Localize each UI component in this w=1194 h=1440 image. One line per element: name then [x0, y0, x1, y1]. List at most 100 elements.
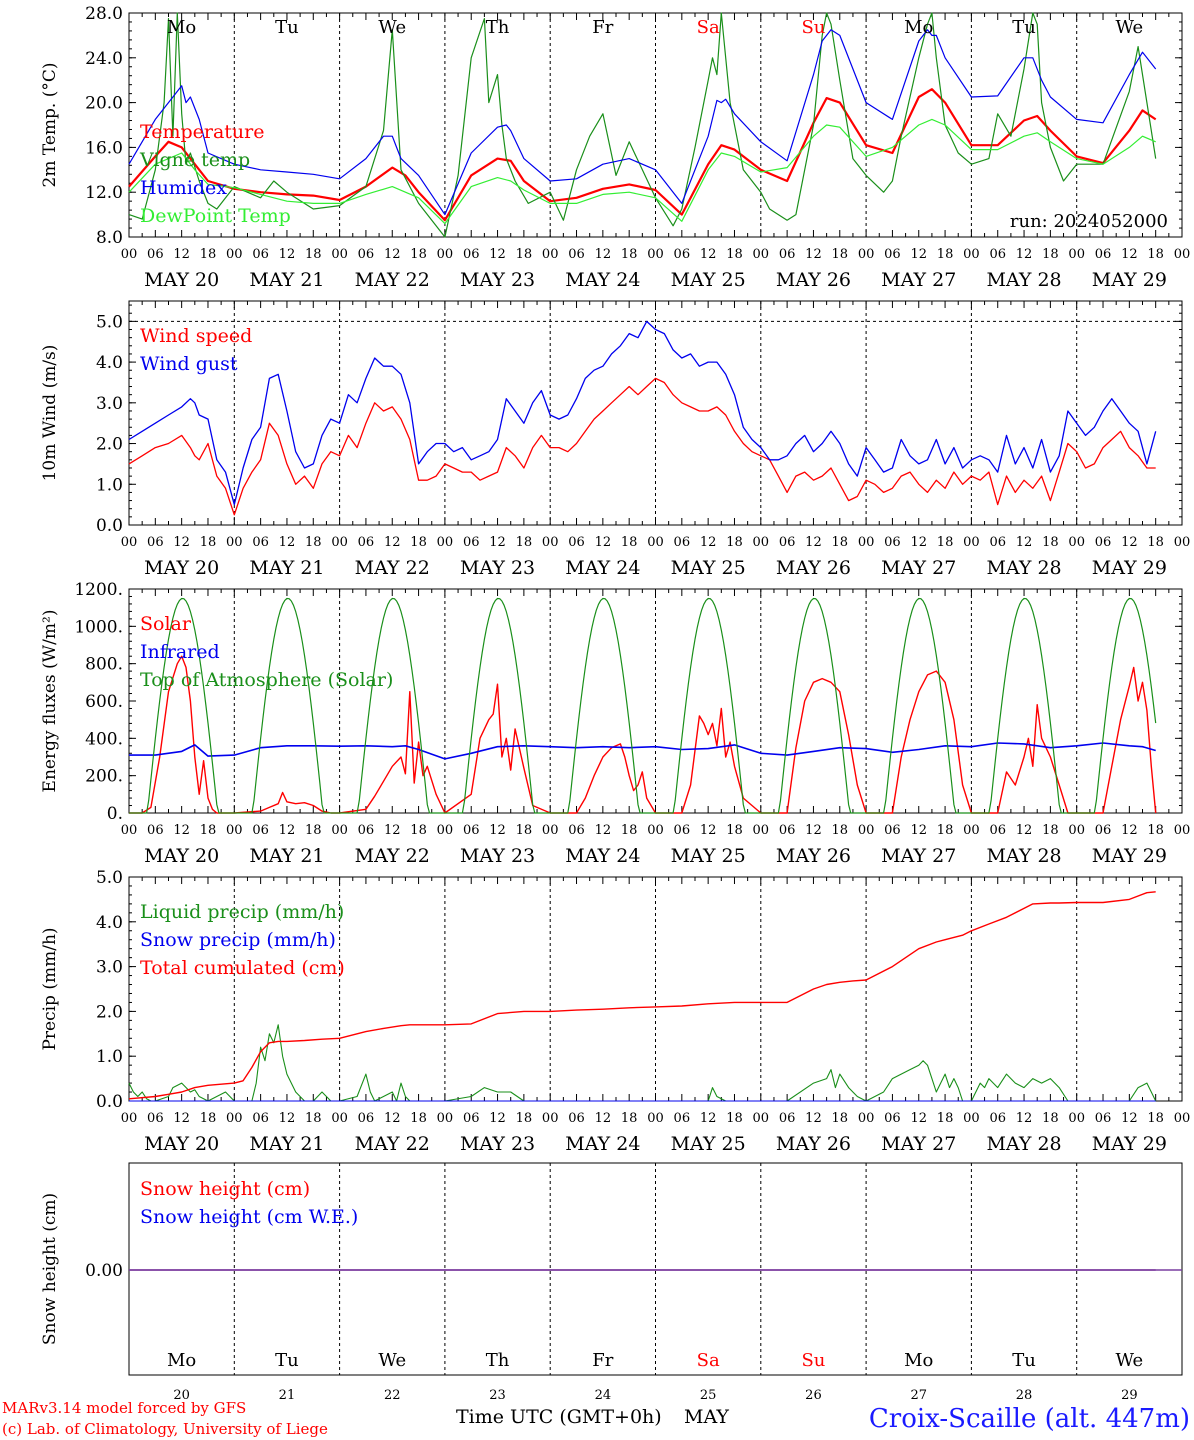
wind-legend-entry: Wind speed: [140, 325, 252, 347]
date-label: MAY 24: [565, 1133, 640, 1155]
day-number-label: 25: [700, 1388, 717, 1403]
hour-tick-label: 00: [647, 535, 664, 550]
hour-tick-label: 06: [779, 247, 796, 262]
hour-tick-label: 00: [1174, 823, 1191, 838]
day-abbr-label: Su: [801, 1350, 825, 1371]
hour-tick-label: 00: [753, 535, 770, 550]
date-label: MAY 29: [1092, 845, 1167, 867]
hour-tick-label: 06: [147, 535, 164, 550]
energy-panel: 0. 200. 400. 600. 800. 1000. 1200. Energy fluxe…: [40, 580, 1190, 867]
day-number-label: 29: [1121, 1388, 1138, 1403]
date-label: MAY 26: [776, 1133, 851, 1155]
day-number-label: 20: [173, 1388, 190, 1403]
credit-line-2: (c) Lab. of Climatology, University of L…: [2, 1420, 328, 1438]
hour-tick-label: 18: [621, 247, 638, 262]
hour-tick-label: 12: [805, 1111, 822, 1126]
hour-tick-label: 00: [542, 823, 559, 838]
hour-tick-label: 12: [805, 535, 822, 550]
hour-tick-label: 06: [568, 247, 585, 262]
y-tick-label: 3.0: [96, 958, 123, 978]
hour-tick-label: 06: [884, 1111, 901, 1126]
wind-series-1-line: [128, 320, 1157, 506]
hour-tick-label: 12: [489, 535, 506, 550]
hour-tick-label: 12: [279, 823, 296, 838]
run-label: run: 2024052000: [1010, 211, 1168, 232]
hour-tick-label: 00: [963, 1111, 980, 1126]
day-number-label: 24: [595, 1388, 612, 1403]
hour-tick-label: 00: [858, 1111, 875, 1126]
date-label: MAY 25: [671, 269, 746, 291]
hour-tick-label: 12: [489, 1111, 506, 1126]
y-tick-label: 0.0: [96, 1092, 123, 1112]
y-tick-label: 400.: [85, 729, 123, 749]
hour-tick-label: 12: [279, 1111, 296, 1126]
hour-tick-label: 12: [1121, 823, 1138, 838]
hour-tick-label: 18: [621, 535, 638, 550]
x-axis-time-label: Time UTC (GMT+0h): [456, 1406, 662, 1428]
precip-legend-entry: Liquid precip (mm/h): [140, 901, 344, 923]
date-label: MAY 29: [1092, 269, 1167, 291]
date-label: MAY 22: [355, 557, 430, 579]
date-label: MAY 28: [986, 1133, 1061, 1155]
hour-tick-label: 18: [1042, 1111, 1059, 1126]
day-abbr-label: Tu: [275, 1350, 299, 1371]
hour-tick-label: 12: [700, 247, 717, 262]
station-label: Croix-Scaille (alt. 447m): [869, 1404, 1190, 1434]
hour-tick-label: 06: [884, 247, 901, 262]
temp-legend-entry: DewPoint Temp: [140, 205, 291, 227]
energy-series-1-line: [129, 742, 1156, 760]
hour-tick-label: 06: [252, 535, 269, 550]
x-axis-month-label: MAY: [684, 1406, 729, 1428]
hour-tick-label: 18: [410, 1111, 427, 1126]
hour-tick-label: 18: [832, 1111, 849, 1126]
date-label: MAY 23: [460, 269, 535, 291]
date-label: MAY 22: [355, 1133, 430, 1155]
date-label: MAY 25: [671, 845, 746, 867]
hour-tick-label: 06: [989, 247, 1006, 262]
hour-tick-label: 06: [674, 247, 691, 262]
hour-tick-label: 06: [358, 1111, 375, 1126]
date-label: MAY 20: [144, 1133, 219, 1155]
y-axis-title: Precip (mm/h): [40, 927, 60, 1050]
hour-tick-label: 18: [200, 823, 217, 838]
wind-panel: 0.0 1.0 2.0 3.0 4.0 5.0 10m Wind (m/s) Wind spe…: [40, 300, 1190, 579]
hour-tick-label: 12: [1016, 1111, 1033, 1126]
date-label: MAY 25: [671, 1133, 746, 1155]
hour-tick-label: 18: [621, 1111, 638, 1126]
temp-series-1-line: [128, 12, 1157, 238]
y-axis-title: 2m Temp. (°C): [40, 62, 60, 187]
hour-tick-label: 18: [1147, 823, 1164, 838]
hour-tick-label: 18: [937, 823, 954, 838]
hour-tick-label: 06: [252, 823, 269, 838]
hour-tick-label: 06: [147, 1111, 164, 1126]
hour-tick-label: 00: [753, 247, 770, 262]
y-tick-label: 12.0: [85, 183, 123, 203]
y-tick-label: 0.00: [85, 1261, 123, 1281]
date-label: MAY 22: [355, 269, 430, 291]
hour-tick-label: 12: [910, 823, 927, 838]
hour-tick-label: 00: [858, 247, 875, 262]
hour-tick-label: 06: [463, 1111, 480, 1126]
precip-panel: 0.0 1.0 2.0 3.0 4.0 5.0 Precip (mm/h) Liquid pr…: [40, 868, 1190, 1155]
hour-tick-label: 00: [647, 247, 664, 262]
hour-tick-label: 06: [147, 823, 164, 838]
precip-x-axis-labels: 00 06 12 18 00 06 12 18 00 06 12 18 00 06 12 18 00 06 12 18…: [121, 1111, 1191, 1155]
y-axis-title: 10m Wind (m/s): [40, 345, 60, 482]
day-abbr-label: Sa: [697, 17, 720, 38]
y-tick-label: 28.0: [85, 4, 123, 24]
hour-tick-label: 12: [1121, 535, 1138, 550]
hour-tick-label: 12: [1121, 247, 1138, 262]
day-abbr-label: Mo: [904, 17, 933, 38]
hour-tick-label: 00: [753, 1111, 770, 1126]
temp-series-0-line: [128, 88, 1157, 222]
hour-tick-label: 06: [884, 823, 901, 838]
hour-tick-label: 00: [226, 535, 243, 550]
y-tick-label: 2.0: [96, 435, 123, 455]
hour-tick-label: 12: [595, 823, 612, 838]
hour-tick-label: 06: [252, 247, 269, 262]
hour-tick-label: 00: [858, 535, 875, 550]
hour-tick-label: 12: [489, 823, 506, 838]
hour-tick-label: 06: [358, 823, 375, 838]
hour-tick-label: 00: [1068, 535, 1085, 550]
